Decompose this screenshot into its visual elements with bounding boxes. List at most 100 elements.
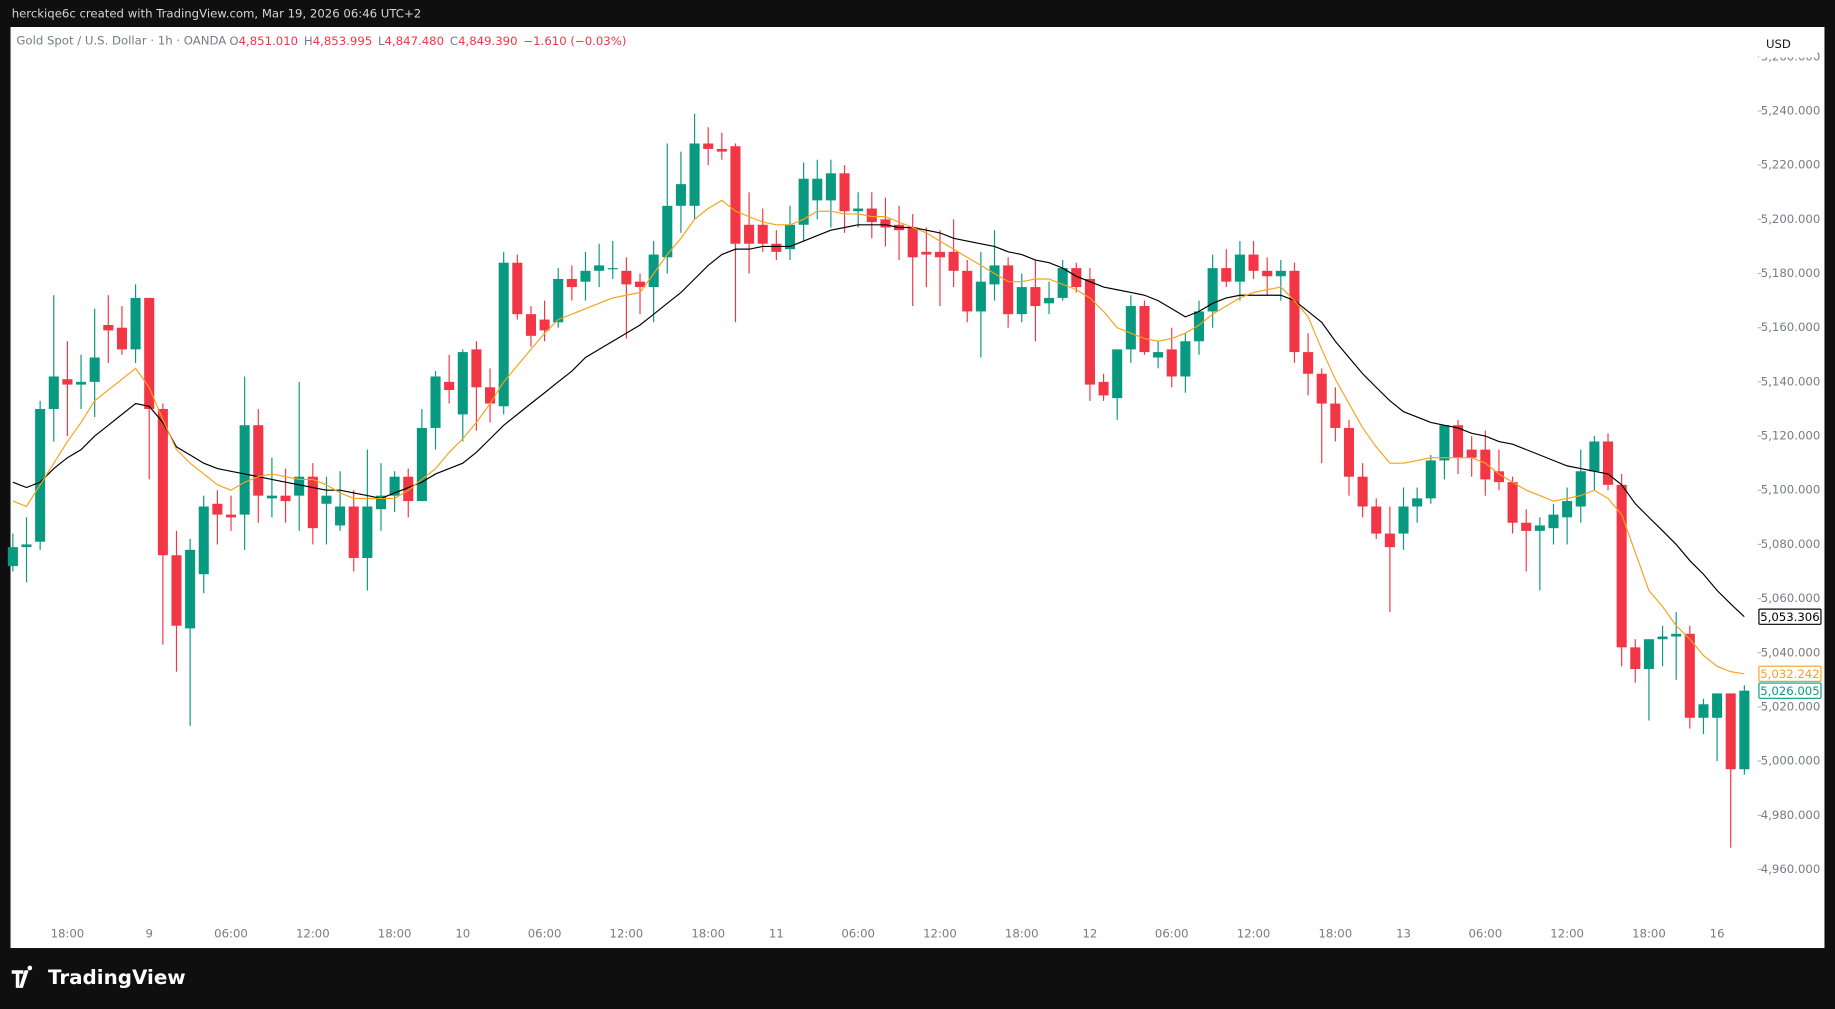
candle-body [7, 547, 18, 567]
candle-body [1630, 647, 1641, 670]
candle-body [1275, 270, 1286, 277]
candle-body [716, 148, 727, 152]
candle-body [1166, 349, 1177, 377]
x-tick-label: 18:00 [691, 926, 725, 940]
y-tick-label: 5,040.000 [1761, 645, 1820, 659]
candle-body [1602, 441, 1614, 485]
candle-body [1439, 425, 1450, 461]
candle-body [471, 349, 482, 388]
ohlc-key: C [450, 34, 458, 48]
candle-body [1330, 403, 1341, 428]
moving-average [12, 199, 1745, 675]
candle-body [498, 262, 509, 407]
candle-body [362, 506, 373, 558]
candle-body [1575, 471, 1586, 507]
candle-body [1412, 498, 1423, 507]
currency-box [1758, 31, 1818, 58]
logo: TradingView [11, 965, 186, 989]
candle-body [444, 381, 455, 391]
candle-body [1493, 471, 1504, 483]
candle-body [512, 262, 523, 315]
x-tick-label: 06:00 [528, 926, 562, 940]
candle-body [1357, 476, 1368, 507]
ohlc-value: 4,853.995 [313, 34, 372, 48]
x-tick-label: 10 [455, 926, 470, 940]
y-tick-label: 5,020.000 [1761, 699, 1820, 713]
candle-body [1112, 349, 1123, 399]
chart-area [10, 27, 1825, 949]
candle-body [1316, 373, 1327, 404]
y-tick-label: 5,080.000 [1761, 537, 1820, 551]
candle-body [1153, 352, 1164, 358]
candle-body [784, 224, 796, 250]
y-tick-label: 5,160.000 [1761, 320, 1820, 334]
candles [7, 113, 1750, 848]
candle-body [239, 425, 250, 515]
candle-body [185, 549, 196, 629]
candle-body [1562, 501, 1573, 518]
candle-body [1521, 522, 1532, 531]
candle-body [1616, 484, 1627, 648]
candle-body [1262, 270, 1273, 277]
candle-body [62, 379, 73, 385]
candle-body [648, 254, 659, 288]
ohlc-key: H [304, 34, 313, 48]
brand: TradingView [48, 966, 186, 989]
x-tick-label: 18:00 [1632, 926, 1666, 940]
x-tick-label: 12:00 [610, 926, 644, 940]
price-tag-label: 5,026.005 [1760, 684, 1819, 698]
candle-body [171, 555, 182, 626]
y-tick-label: 5,140.000 [1761, 374, 1820, 388]
candle-body [566, 278, 577, 288]
candle-body [1453, 425, 1464, 458]
candle-body [1125, 306, 1136, 350]
candle-body [76, 381, 87, 385]
currency: USD [1766, 37, 1791, 51]
change: −1.610 (−0.03%) [523, 34, 626, 48]
candle-body [1384, 533, 1395, 548]
candle-body [253, 425, 264, 496]
candle-body [1643, 639, 1654, 670]
candle-body [1739, 690, 1750, 770]
x-tick-label: 16 [1710, 926, 1725, 940]
candle-body [580, 270, 591, 282]
candle-body [103, 324, 114, 331]
candle-body [1044, 297, 1055, 304]
candle-body [89, 357, 100, 382]
candle-body [1098, 381, 1109, 396]
x-tick-label: 06:00 [841, 926, 875, 940]
candle-body [1139, 306, 1150, 353]
candle-body [689, 143, 700, 206]
x-tick-label: 12 [1083, 926, 1098, 940]
candle-body [839, 173, 850, 212]
ohlc-value: 4,849.390 [458, 34, 517, 48]
candle-body [1725, 693, 1736, 770]
x-tick-label: 12:00 [1237, 926, 1271, 940]
candle-body [1248, 254, 1259, 271]
candle-body [375, 495, 387, 510]
candle-body [307, 476, 318, 529]
candle-body [198, 506, 209, 575]
ohlc-key: O [229, 34, 238, 48]
x-tick-label: 06:00 [1468, 926, 1502, 940]
candle-body [525, 314, 536, 336]
x-tick-label: 18:00 [51, 926, 85, 940]
candle-body [1084, 278, 1095, 385]
ohlc-value: 4,847.480 [385, 34, 444, 48]
candle-body [962, 270, 973, 312]
price-tag [1758, 608, 1822, 625]
x-tick-label: 18:00 [1319, 926, 1353, 940]
ohlc-value: 4,851.010 [239, 34, 298, 48]
candle-body [907, 227, 918, 258]
candle-body [157, 408, 168, 556]
chart-title: Gold Spot / U.S. Dollar · 1h · OANDA [16, 34, 226, 48]
candle-body [1057, 268, 1068, 298]
ohlc-key: L [378, 34, 385, 48]
y-tick-label: 4,960.000 [1761, 862, 1820, 876]
price-tag [1758, 665, 1822, 682]
candle-body [594, 265, 605, 271]
candle-body [280, 495, 291, 502]
y-tick-label: 5,200.000 [1761, 212, 1820, 226]
candle-body [1671, 633, 1682, 637]
x-tick-label: 12:00 [1550, 926, 1584, 940]
